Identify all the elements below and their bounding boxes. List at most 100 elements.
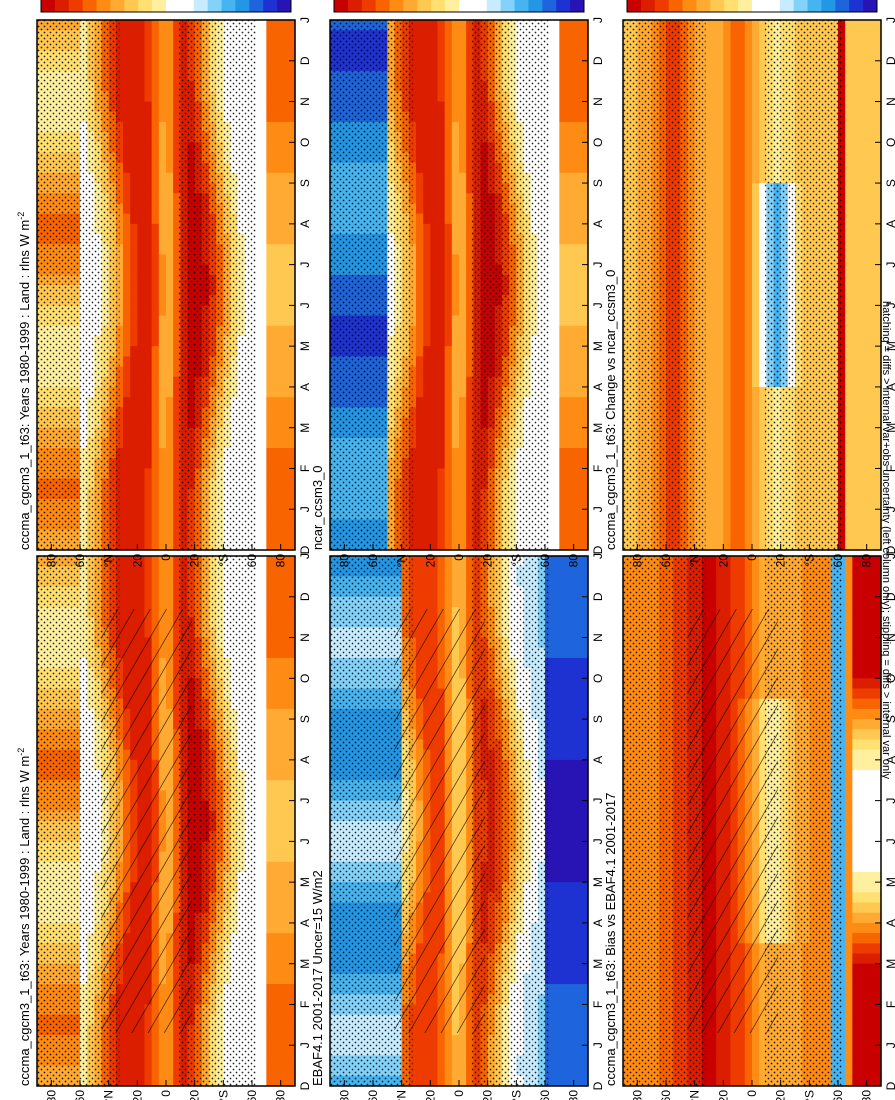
heatmap-cell [423,1044,431,1056]
heatmap-cell [566,667,575,679]
heatmap-cell [866,1075,875,1086]
heatmap-cell [866,1024,875,1036]
heatmap-cell [437,565,446,577]
heatmap-cell [552,1044,560,1056]
heatmap-cell [709,1054,717,1066]
heatmap-cell [273,830,282,842]
heatmap-cell [451,575,460,587]
heatmap-cell [866,810,875,821]
heatmap-cell [573,820,582,832]
heatmap-cell [573,912,582,923]
heatmap-cell [845,922,853,934]
heatmap-cell [266,657,275,669]
heatmap-cell [730,1075,739,1086]
heatmap-cell [123,1075,131,1086]
heatmap-cell [280,830,289,842]
heatmap-cell [158,1054,167,1066]
heatmap-cell [130,575,138,587]
heatmap-cell [737,1054,746,1066]
heatmap-cell [266,1075,275,1086]
heatmap-cell [287,901,296,913]
heatmap-cell [166,1065,174,1076]
heatmap-cell [280,677,289,689]
heatmap-cell [852,840,861,852]
heatmap-cell [259,912,267,923]
heatmap-cell [866,932,875,944]
heatmap-cell [859,901,868,913]
heatmap-cell [737,1034,746,1046]
panel-left-bottom: DJFMAMJJASONDJ8060°N20020°S6080cccma_cgc… [603,500,895,1100]
heatmap-cell [552,779,560,791]
heatmap-cell [459,565,467,577]
x-tick-label: N [591,633,605,642]
heatmap-cell [573,840,582,852]
heatmap-cell [280,1003,289,1015]
heatmap-cell [273,850,282,862]
heatmap-cell [573,779,582,791]
heatmap-cell [266,1044,275,1056]
heatmap-cell [444,585,453,597]
heatmap-cell [430,585,439,597]
heatmap-cell [280,626,289,638]
heatmap-cell [266,861,275,872]
heatmap-cell [566,779,575,791]
heatmap-cell [573,606,582,618]
panel-title-superscript: -2 [16,748,26,756]
y-tick-label: 20 [188,1090,202,1100]
heatmap-cell [566,1014,575,1025]
heatmap-cell [280,952,289,964]
y-tick-label: 80 [44,1090,58,1100]
heatmap-cell [280,708,289,720]
heatmap-cell [266,912,275,923]
heatmap-cell [552,973,560,985]
heatmap-cell [559,922,568,934]
heatmap-cell [444,1065,453,1076]
heatmap-cell [552,616,560,628]
heatmap-cell [852,1014,861,1025]
heatmap-cell [552,820,560,832]
heatmap-cell [552,830,560,842]
heatmap-cell [158,1034,167,1046]
heatmap-cell [259,983,267,995]
heatmap-cell [559,759,568,771]
heatmap-cell [845,1024,853,1036]
heatmap-cell [259,606,267,618]
heatmap-cell [566,708,575,720]
heatmap-cell [273,800,282,811]
heatmap-cell [266,687,275,699]
heatmap-cell [266,983,275,995]
heatmap-cell [573,1054,582,1066]
heatmap-cell [287,1075,296,1086]
heatmap-cell [259,687,267,699]
heatmap-cell [259,1024,267,1036]
heatmap-cell [559,606,568,618]
heatmap-cell [459,575,467,587]
heatmap-cell [852,963,861,974]
heatmap-cell [416,1034,424,1046]
heatmap-cell [573,708,582,720]
heatmap-cell [280,1075,289,1086]
heatmap-cell [423,575,431,587]
heatmap-cell [259,1065,267,1076]
heatmap-cell [266,779,275,791]
heatmap-cell [459,1044,467,1056]
heatmap-cell [559,901,568,913]
heatmap-cell [552,881,560,893]
heatmap-cell [280,983,289,995]
heatmap-cell [158,1044,167,1056]
x-tick-label: D [298,592,312,601]
heatmap-cell [259,1003,267,1015]
heatmap-cell [416,1054,424,1066]
heatmap-cell [151,575,160,587]
heatmap-cell [559,891,568,903]
heatmap-cell [852,789,861,801]
heatmap-cell [559,932,568,944]
heatmap-cell [144,596,153,607]
heatmap-cell [273,932,282,944]
heatmap-cell [273,738,282,750]
heatmap-cell [123,1044,131,1056]
heatmap-cell [566,606,575,618]
heatmap-cell [866,922,875,934]
heatmap-cell [123,596,131,607]
heatmap-cell [259,749,267,760]
